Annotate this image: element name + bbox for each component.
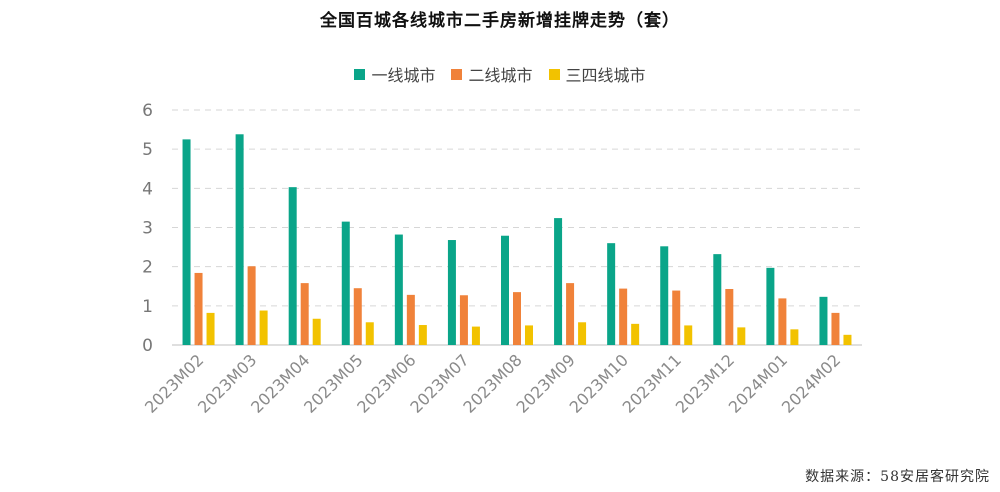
- bar-2023M10-series-0: [607, 243, 616, 345]
- y-tick-label: 4: [142, 179, 153, 199]
- bar-2023M04-series-1: [300, 283, 309, 345]
- bar-2023M12-series-0: [713, 254, 722, 345]
- bar-2023M07-series-0: [447, 240, 456, 345]
- bar-2023M12-series-2: [737, 327, 746, 345]
- bar-2023M11-series-1: [672, 290, 681, 345]
- bar-2024M02-series-2: [843, 334, 852, 345]
- bar-2024M02-series-0: [819, 296, 828, 345]
- bar-2023M10-series-2: [631, 323, 640, 345]
- bar-2023M04-series-0: [288, 187, 297, 345]
- bar-2023M03-series-0: [235, 134, 244, 345]
- bar-2024M01-series-1: [778, 298, 787, 345]
- bar-2023M08-series-0: [501, 235, 509, 345]
- bar-2023M05-series-1: [353, 288, 362, 345]
- legend-item-series-1: 二线城市: [451, 62, 533, 86]
- bar-2023M05-series-0: [341, 221, 350, 345]
- bar-2023M12-series-1: [725, 288, 734, 345]
- chart-title: 全国百城各线城市二手房新增挂牌走势（套）: [320, 11, 680, 31]
- bar-2023M02-series-0: [182, 139, 191, 345]
- y-tick-label: 1: [142, 297, 153, 317]
- x-tick-label: 2024M02: [778, 350, 844, 416]
- bar-2023M07-series-2: [471, 326, 480, 345]
- y-tick-label: 0: [142, 336, 153, 356]
- chart-legend: 一线城市 二线城市 三四线城市: [0, 62, 1000, 86]
- y-tick-label: 5: [142, 140, 153, 160]
- legend-label-series-0: 一线城市: [371, 66, 436, 85]
- bar-2023M11-series-0: [660, 246, 669, 345]
- bar-2023M03-series-2: [259, 310, 268, 345]
- bar-2023M02-series-1: [194, 272, 203, 345]
- bar-2023M08-series-2: [525, 325, 533, 345]
- bar-2023M10-series-1: [619, 288, 628, 345]
- legend-item-series-2: 三四线城市: [548, 62, 646, 86]
- bar-2024M01-series-0: [766, 267, 775, 345]
- bar-2023M09-series-2: [578, 322, 587, 345]
- legend-label-series-2: 三四线城市: [565, 66, 646, 85]
- legend-label-series-1: 二线城市: [468, 66, 533, 85]
- y-tick-label: 2: [142, 258, 153, 278]
- bar-2023M05-series-2: [365, 322, 374, 345]
- bar-2024M02-series-1: [831, 312, 840, 345]
- bar-2023M04-series-2: [312, 318, 321, 345]
- bar-2023M02-series-2: [206, 312, 215, 345]
- bar-2023M11-series-2: [684, 325, 693, 345]
- bar-2023M06-series-2: [418, 325, 427, 345]
- bar-2023M06-series-0: [394, 234, 403, 345]
- bar-2023M09-series-0: [554, 218, 563, 345]
- bar-2023M03-series-1: [247, 266, 256, 345]
- source-note: 数据来源：58安居客研究院: [805, 469, 990, 485]
- y-tick-label: 3: [142, 219, 153, 239]
- bar-2023M09-series-1: [566, 283, 575, 345]
- bar-2023M08-series-1: [513, 292, 521, 345]
- bar-2023M07-series-1: [459, 295, 468, 345]
- bar-2023M06-series-1: [406, 294, 415, 345]
- legend-swatch-series-2: [548, 68, 560, 80]
- legend-item-series-0: 一线城市: [354, 62, 435, 86]
- legend-swatch-series-0: [354, 68, 366, 80]
- bar-2024M01-series-2: [790, 329, 799, 345]
- legend-swatch-series-1: [451, 68, 463, 80]
- y-tick-label: 6: [142, 101, 153, 121]
